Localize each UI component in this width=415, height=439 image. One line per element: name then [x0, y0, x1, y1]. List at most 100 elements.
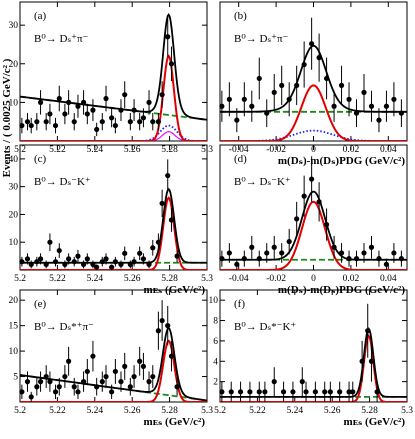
data-point: [159, 317, 165, 324]
data-point: [71, 259, 77, 265]
cross-feed-curve: [20, 131, 207, 141]
total-fit-curve: [20, 187, 207, 264]
data-point: [28, 122, 34, 129]
data-point: [309, 41, 315, 47]
data-point: [353, 256, 360, 262]
y-tick-label: 2: [213, 378, 218, 388]
data-point: [249, 244, 255, 250]
data-point: [118, 261, 124, 268]
y-tick-label: 20: [9, 210, 19, 220]
decay-label: B⁰→ Dₛ⁺π⁻: [34, 33, 89, 45]
data-point: [264, 110, 270, 116]
x-axis-label: mᴇₛ (GeV/c²): [144, 416, 206, 428]
data-point: [122, 250, 128, 256]
data-point: [346, 96, 352, 102]
data-point: [56, 247, 62, 254]
data-point: [226, 96, 232, 102]
data-point: [346, 389, 352, 395]
data-point: [316, 55, 322, 61]
data-point: [94, 264, 100, 270]
x-tick-label: 5.26: [124, 274, 141, 284]
data-point: [146, 99, 152, 105]
data-point: [66, 256, 72, 262]
decay-label: B⁰→ Dₛ⁻K⁺: [34, 176, 91, 188]
data-point: [43, 119, 49, 125]
data-point: [47, 239, 53, 245]
curves: [20, 12, 207, 141]
data-point: [365, 328, 371, 334]
data-point: [34, 259, 40, 265]
data-point: [174, 253, 180, 259]
data-point: [309, 176, 315, 182]
curves: [220, 327, 407, 402]
y-tick-label: 8: [213, 317, 218, 327]
data-point: [19, 389, 25, 395]
data-point: [99, 119, 105, 125]
data-point: [286, 96, 292, 102]
panel-6: 5.2 5.22 5.24 5.26 5.28 5.3 2 4 6 8 10 (f) B⁰→ Dₛ*⁻K…: [209, 289, 413, 428]
data-point: [34, 384, 40, 390]
x-tick-label: 0.04: [380, 274, 397, 284]
data-point: [137, 119, 143, 125]
data-point: [294, 216, 300, 222]
data-point: [279, 82, 285, 88]
data-point: [168, 61, 175, 67]
data-point: [94, 126, 100, 133]
data-point: [56, 384, 62, 390]
data-point: [52, 259, 59, 265]
y-tick-label: 5: [13, 373, 18, 383]
data-point: [165, 34, 171, 40]
x-tick-label: 5.24: [86, 274, 103, 284]
data-point: [168, 217, 175, 223]
data-point: [140, 115, 147, 121]
data-point: [137, 250, 143, 256]
data-point: [43, 261, 49, 268]
data-point: [103, 256, 109, 262]
data-points: [219, 303, 380, 402]
data-point: [322, 389, 328, 395]
x-axis-label: mᴇₛ (GeV/c²): [344, 416, 406, 428]
x-tick-label: 5.22: [249, 406, 266, 416]
data-point: [279, 250, 285, 256]
data-point: [262, 389, 268, 395]
data-point: [37, 99, 44, 105]
data-point: [391, 96, 397, 102]
data-point: [103, 95, 109, 102]
data-point: [66, 358, 72, 364]
data-point: [90, 107, 96, 113]
data-point: [383, 261, 390, 267]
data-point: [52, 389, 59, 395]
x-tick-label: 0.02: [343, 274, 360, 284]
total-fit-curve: [20, 12, 207, 121]
panel-label: (b): [234, 10, 247, 22]
data-point: [90, 353, 96, 359]
x-tick-label: 5.28: [361, 406, 378, 416]
data-point: [290, 389, 296, 395]
signal-curve: [20, 339, 207, 402]
x-tick-label: 5.2: [14, 406, 26, 416]
data-point: [327, 389, 333, 395]
curves: [220, 44, 407, 141]
data-point: [219, 389, 225, 395]
data-point: [368, 103, 375, 109]
total-fit-curve: [220, 327, 407, 398]
y-tick-label: 10: [209, 296, 219, 306]
data-point: [241, 256, 247, 262]
decay-label: B⁰→ Dₛ*⁺π⁻: [34, 321, 94, 333]
data-point: [84, 111, 90, 117]
y-tick-label: 10: [9, 347, 19, 357]
data-point: [146, 261, 152, 268]
data-point: [331, 244, 337, 250]
data-point: [247, 389, 253, 395]
x-tick-label: 5.28: [161, 406, 178, 416]
data-point: [52, 122, 59, 129]
decay-label: B⁰→ Dₛ⁺π⁻: [234, 33, 289, 45]
data-point: [398, 256, 404, 262]
data-point: [256, 389, 262, 395]
data-point: [150, 245, 156, 251]
data-point: [118, 379, 124, 385]
data-point: [323, 75, 330, 82]
panel-label: (c): [34, 153, 47, 165]
